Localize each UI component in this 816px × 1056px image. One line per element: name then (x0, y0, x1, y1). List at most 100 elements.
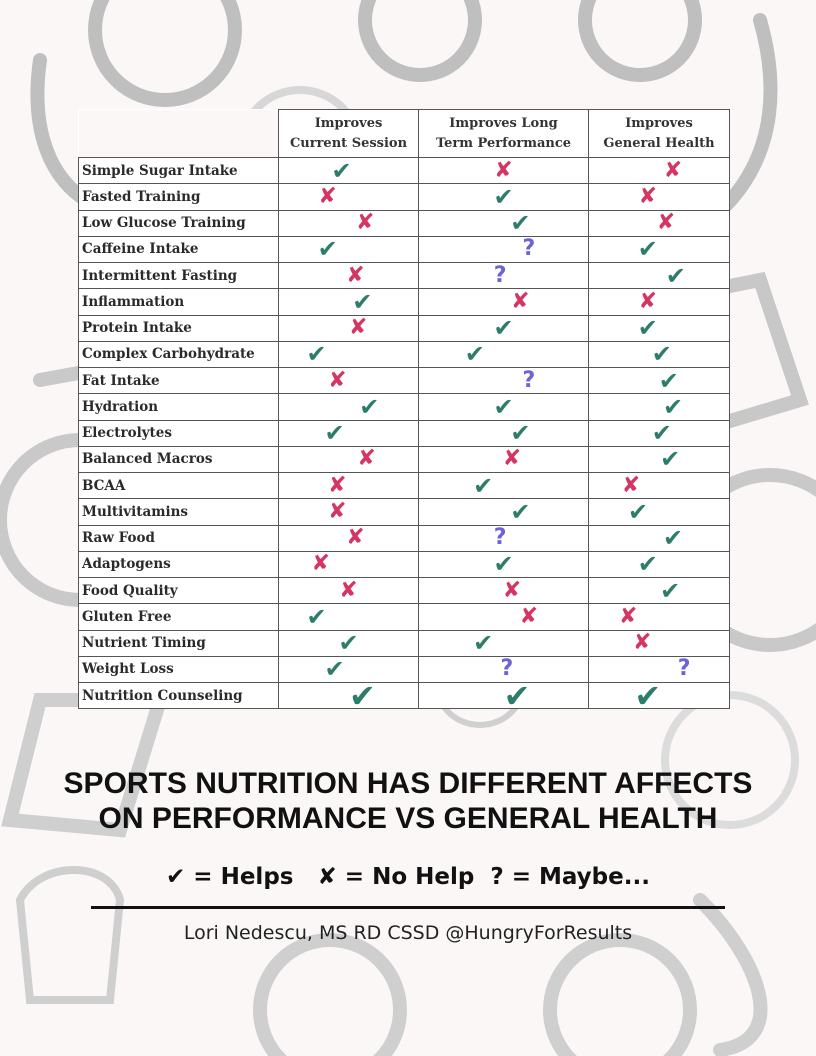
helps-mark-icon: ✔ (665, 261, 686, 290)
maybe-mark-icon: ? (522, 367, 536, 393)
rating-cell: ✘ (278, 183, 419, 211)
helps-mark-icon: ✔ (660, 445, 681, 474)
helps-mark-icon: ✔ (510, 209, 531, 238)
rating-cell: ✔ (588, 392, 730, 421)
rating-cell: ✘ (588, 288, 730, 316)
table-row: Intermittent Fasting ✘? ✔ (78, 261, 730, 290)
row-label: Gluten Free (78, 603, 279, 631)
rating-cell: ✔ (278, 629, 419, 657)
rating-cell: ? (588, 655, 730, 684)
nohelp-mark-icon: ✘ (355, 210, 375, 236)
rating-cell: ✔ (588, 576, 730, 605)
rating-cell: ? (418, 235, 589, 264)
table-header-row: Improves Current Session Improves Long T… (78, 109, 730, 158)
helps-mark-icon: ✔ (493, 314, 514, 343)
rating-cell: ✔ (588, 314, 730, 342)
rating-cell: ✔ (278, 419, 419, 447)
helps-mark-icon: ✔ (658, 366, 679, 395)
bicycle-wheel-icon (578, 0, 702, 82)
rating-cell: ✘ (278, 261, 419, 290)
helps-mark-icon: ✔ (510, 497, 531, 526)
nohelp-mark-icon: ✘ (511, 288, 530, 314)
helps-mark-icon: ✔ (493, 550, 514, 579)
column-header-current-session: Improves Current Session (278, 109, 419, 158)
rating-cell: ✔ (588, 235, 730, 264)
table-row: Balanced Macros ✘ ✘ ✔ (78, 445, 730, 474)
maybe-mark-icon: ? (677, 656, 691, 682)
row-label: Low Glucose Training (78, 209, 279, 237)
nohelp-mark-icon: ✘ (318, 183, 337, 209)
column-header-line: Improves Long (449, 115, 558, 131)
bicycle-wheel-icon (253, 933, 407, 1056)
rating-cell: ✘ (588, 603, 730, 631)
rating-cell: ✘ (278, 314, 419, 342)
helps-mark-icon: ✔ (473, 629, 494, 658)
helps-mark-icon: ✔ (348, 676, 376, 715)
helps-mark-icon: ✔ (627, 497, 649, 526)
bicycle-wheel-icon (358, 0, 482, 82)
rating-cell: ✔ (588, 419, 730, 448)
table-row: Protein Intake ✘ ✔ ✔ (78, 314, 730, 343)
legend-helps: ✔ = Helps (166, 864, 294, 890)
rating-cell: ✔ (588, 524, 730, 552)
table-row: Raw Food ✘? ✔ (78, 524, 730, 552)
row-label: Multivitamins (78, 498, 279, 526)
nohelp-mark-icon: ✘ (656, 210, 676, 236)
rating-cell: ✔ (278, 340, 419, 369)
table-row: Food Quality ✘ ✘ ✔ (78, 576, 730, 605)
table-body: Simple Sugar Intake ✔ ✘ ✘ Fasted Training ✘ ✔ ✘… (78, 156, 730, 715)
rating-cell: ✘ (278, 445, 419, 474)
rating-cell: ✔ (418, 340, 589, 369)
bicycle-wheel-icon (543, 933, 697, 1056)
nohelp-mark-icon: ✘ (346, 262, 365, 288)
column-header-line: Improves (314, 115, 383, 131)
rating-cell: ✔ (418, 314, 589, 343)
rating-cell: ✔ (278, 655, 419, 684)
helps-mark-icon: ✔ (510, 419, 531, 448)
column-header-general-health: Improves General Health (588, 109, 730, 158)
headline: SPORTS NUTRITION HAS DIFFERENT AFFECTS O… (0, 766, 816, 836)
banana-icon (693, 893, 768, 1056)
legend-no-help: ✘ = No Help (317, 864, 475, 890)
legend: ✔ = Helps ✘ = No Help ? = Maybe... (0, 864, 816, 890)
headline-line: SPORTS NUTRITION HAS DIFFERENT AFFECTS (63, 767, 753, 800)
rating-cell: ✔ (588, 550, 730, 579)
helps-mark-icon: ✔ (662, 392, 684, 421)
nutrition-comparison-table: Improves Current Session Improves Long T… (78, 109, 730, 715)
table-row: Adaptogens ✘ ✔ ✔ (78, 550, 730, 579)
helps-mark-icon: ✔ (503, 676, 531, 715)
helps-mark-icon: ✔ (493, 392, 514, 421)
nohelp-mark-icon: ✘ (638, 183, 658, 209)
nohelp-mark-icon: ✘ (328, 498, 347, 524)
rating-cell: ✔ (418, 209, 589, 238)
table-row: Complex Carbohydrate ✔ ✔ ✔ (78, 340, 730, 369)
row-label: Fat Intake (78, 366, 279, 395)
row-label: Complex Carbohydrate (78, 340, 279, 369)
rating-cell: ✘ (278, 209, 419, 237)
rating-cell: ✔ (418, 676, 589, 715)
ball-icon (88, 0, 242, 107)
helps-mark-icon: ✔ (324, 655, 345, 684)
row-label: Fasted Training (78, 183, 279, 211)
rating-cell: ✘ (278, 550, 419, 579)
row-label: Raw Food (78, 524, 279, 552)
table-row: Fat Intake ✘? ✔ (78, 366, 730, 395)
table-row: Low Glucose Training ✘ ✔ ✘ (78, 209, 730, 238)
rating-cell: ✔ (588, 261, 730, 290)
rating-cell: ✔ (418, 392, 589, 421)
row-label: Caffeine Intake (78, 235, 279, 264)
helps-mark-icon: ✔ (651, 419, 672, 448)
rating-cell: ✘ (588, 209, 730, 237)
table-row: Multivitamins ✘ ✔ ✔ (78, 497, 730, 526)
table-row: Inflammation ✔ ✘ ✘ (78, 288, 730, 316)
nohelp-mark-icon: ✘ (618, 603, 638, 629)
rating-cell: ✔ (418, 471, 589, 500)
rating-cell: ✘ (588, 471, 730, 500)
rating-cell: ✘ (278, 524, 419, 552)
rating-cell: ✘ (278, 471, 419, 500)
row-label: Balanced Macros (78, 445, 279, 474)
rating-cell: ✘ (278, 498, 419, 526)
nohelp-mark-icon: ✘ (663, 157, 683, 183)
rating-cell: ✘ (588, 629, 730, 657)
table-row: Fasted Training ✘ ✔ ✘ (78, 183, 730, 211)
